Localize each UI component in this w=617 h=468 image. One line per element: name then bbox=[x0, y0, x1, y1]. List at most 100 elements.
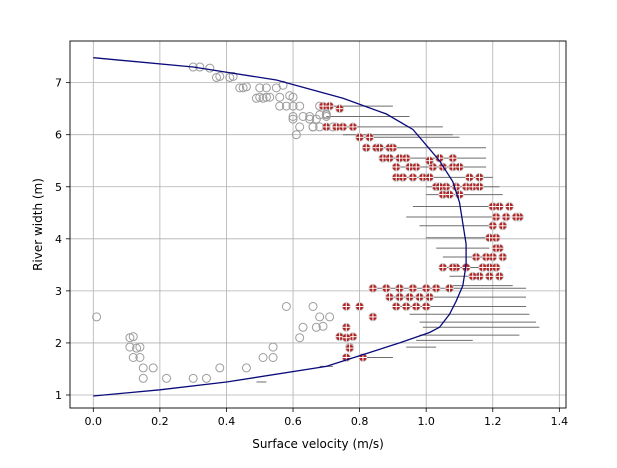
y-tick-label: 6 bbox=[55, 129, 62, 142]
x-tick-label: 1.4 bbox=[551, 415, 569, 428]
valid-point bbox=[405, 292, 414, 302]
filtered-point bbox=[128, 353, 138, 363]
filtered-point bbox=[281, 301, 291, 311]
filtered-point bbox=[268, 353, 278, 363]
y-axis-ticks: 1 2 3 4 5 6 7 bbox=[55, 77, 70, 402]
valid-point bbox=[321, 122, 331, 132]
filtered-point bbox=[268, 342, 278, 352]
valid-point bbox=[408, 172, 418, 182]
x-tick-label: 0.6 bbox=[284, 415, 302, 428]
valid-point bbox=[415, 292, 424, 302]
valid-point bbox=[411, 302, 421, 311]
valid-point bbox=[401, 302, 411, 311]
valid-point bbox=[511, 212, 521, 222]
y-tick-label: 4 bbox=[55, 233, 62, 246]
valid-point bbox=[485, 271, 494, 281]
filtered-point bbox=[201, 373, 211, 383]
x-axis-ticks: 0.0 0.2 0.4 0.6 0.8 1.0 1.2 1.4 bbox=[85, 408, 569, 428]
filtered-point bbox=[188, 373, 198, 383]
valid-point bbox=[478, 263, 488, 272]
valid-point bbox=[465, 172, 474, 182]
filtered-point bbox=[295, 101, 305, 111]
filtered-point bbox=[128, 332, 138, 342]
valid-point bbox=[335, 104, 345, 114]
valid-point bbox=[455, 162, 464, 172]
filtered-point bbox=[258, 353, 268, 363]
valid-point bbox=[425, 292, 434, 302]
filtered-point bbox=[315, 312, 325, 322]
filtered-point bbox=[241, 363, 251, 373]
valid-point bbox=[395, 153, 404, 163]
filtered-point bbox=[138, 373, 148, 383]
filtered-point bbox=[135, 342, 145, 352]
valid-point bbox=[448, 263, 458, 272]
valid-point bbox=[495, 271, 504, 281]
filtered-point bbox=[318, 321, 328, 331]
valid-point bbox=[391, 162, 401, 172]
filtered-point bbox=[205, 63, 215, 73]
x-tick-label: 1.2 bbox=[484, 415, 502, 428]
valid-point bbox=[338, 122, 348, 132]
filtered-point bbox=[261, 83, 271, 93]
valid-point bbox=[385, 153, 394, 163]
x-tick-label: 0.2 bbox=[151, 415, 169, 428]
valid-point bbox=[431, 283, 441, 293]
valid-point bbox=[498, 252, 508, 262]
filtered-point bbox=[288, 101, 298, 111]
valid-point bbox=[468, 271, 478, 281]
valid-point bbox=[388, 143, 398, 153]
filtered-point bbox=[295, 333, 305, 343]
filtered-point bbox=[321, 110, 331, 120]
filtered-point bbox=[305, 114, 315, 124]
filtered-point bbox=[261, 92, 271, 102]
y-tick-label: 1 bbox=[55, 389, 62, 402]
velocity-profile-curve bbox=[93, 57, 467, 397]
valid-point bbox=[445, 283, 454, 293]
plot-frame bbox=[69, 40, 567, 409]
filtered-point bbox=[228, 71, 238, 81]
filtered-point bbox=[215, 363, 225, 373]
valid-point bbox=[391, 302, 401, 311]
x-tick-label: 1.0 bbox=[417, 415, 435, 428]
filtered-point bbox=[281, 101, 291, 111]
filtered-point bbox=[325, 312, 335, 322]
filtered-point bbox=[255, 92, 265, 102]
filtered-point bbox=[92, 312, 102, 322]
filtered-point bbox=[135, 353, 145, 363]
valid-point bbox=[448, 162, 458, 172]
filtered-point bbox=[255, 83, 265, 93]
valid-point bbox=[475, 271, 484, 281]
filtered-point bbox=[162, 373, 172, 383]
y-axis-label: River width (m) bbox=[31, 178, 45, 271]
valid-point bbox=[421, 283, 431, 293]
valid-point bbox=[438, 263, 448, 272]
valid-point bbox=[355, 302, 365, 311]
valid-point bbox=[501, 212, 511, 222]
valid-point bbox=[495, 202, 504, 211]
valid-point bbox=[445, 190, 454, 199]
valid-point bbox=[368, 283, 378, 293]
filtered-point bbox=[241, 82, 251, 92]
valid-points bbox=[318, 101, 524, 362]
valid-point bbox=[491, 263, 501, 272]
y-tick-label: 3 bbox=[55, 285, 62, 298]
valid-point bbox=[425, 156, 434, 166]
filtered-point bbox=[265, 92, 275, 102]
valid-point bbox=[491, 212, 501, 222]
filtered-point bbox=[288, 114, 298, 124]
valid-point bbox=[341, 333, 351, 343]
filtered-point bbox=[308, 122, 318, 132]
valid-point bbox=[448, 153, 458, 163]
filtered-points bbox=[92, 62, 338, 383]
valid-point bbox=[398, 172, 408, 182]
valid-point bbox=[411, 162, 421, 172]
x-tick-label: 0.4 bbox=[218, 415, 236, 428]
filtered-point bbox=[215, 71, 225, 81]
valid-point bbox=[498, 221, 508, 231]
filtered-point bbox=[288, 92, 298, 102]
valid-point bbox=[428, 162, 438, 172]
valid-point bbox=[488, 221, 498, 231]
valid-point bbox=[408, 283, 418, 293]
filtered-point bbox=[275, 92, 285, 102]
